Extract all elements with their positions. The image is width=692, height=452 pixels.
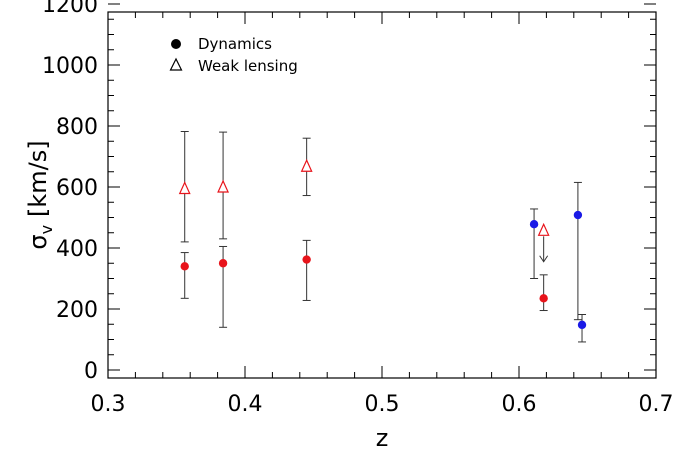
x-tick-label: 0.3 xyxy=(91,392,126,417)
x-tick-label: 0.7 xyxy=(639,392,674,417)
error-bars xyxy=(180,130,587,343)
y-tick-label: 400 xyxy=(56,237,98,262)
dynamics-point xyxy=(218,259,228,268)
y-tick-label: 800 xyxy=(56,115,98,140)
legend-weak-lensing-marker xyxy=(169,57,183,71)
x-tick-label: 0.6 xyxy=(502,392,537,417)
y-axis-label: σv [km/s] xyxy=(24,140,56,249)
y-tick-label: 0 xyxy=(84,359,98,384)
legend-dynamics-marker xyxy=(171,39,181,49)
dynamics-point xyxy=(302,255,311,264)
x-tick-label: 0.4 xyxy=(228,392,263,417)
dynamics-point xyxy=(529,220,539,229)
weak-lensing-point xyxy=(217,179,230,193)
legend: Dynamics Weak lensing xyxy=(169,35,298,75)
y-axis-label-subscript: v xyxy=(37,225,56,234)
dynamics-point xyxy=(573,210,583,220)
dynamics-point xyxy=(539,294,548,303)
y-tick-label: 1000 xyxy=(42,54,98,79)
dynamics-point xyxy=(180,262,189,271)
x-axis-label: z xyxy=(376,424,389,452)
upper-limit-arrowhead xyxy=(539,255,549,263)
legend-weak-lensing-label: Weak lensing xyxy=(198,57,298,75)
dynamics-point xyxy=(577,320,587,330)
tick-labels: 0.3 0.4 0.5 0.6 0.7 0 200 400 600 800 1000 1200 xyxy=(42,0,674,417)
weak-lensing-point xyxy=(178,181,191,195)
x-tick-label: 0.5 xyxy=(365,392,400,417)
y-tick-label: 1200 xyxy=(42,0,98,18)
weak-lensing-point xyxy=(300,158,313,172)
data-markers xyxy=(178,158,587,330)
y-axis-label-symbol: σ xyxy=(24,234,52,249)
y-tick-label: 600 xyxy=(56,176,98,201)
legend-dynamics-label: Dynamics xyxy=(198,35,272,53)
y-tick-label: 200 xyxy=(56,298,98,323)
axis-ticks xyxy=(107,3,657,378)
y-axis-label-units: [km/s] xyxy=(24,140,52,217)
weak-lensing-point xyxy=(537,222,550,236)
plot-frame xyxy=(107,11,657,379)
